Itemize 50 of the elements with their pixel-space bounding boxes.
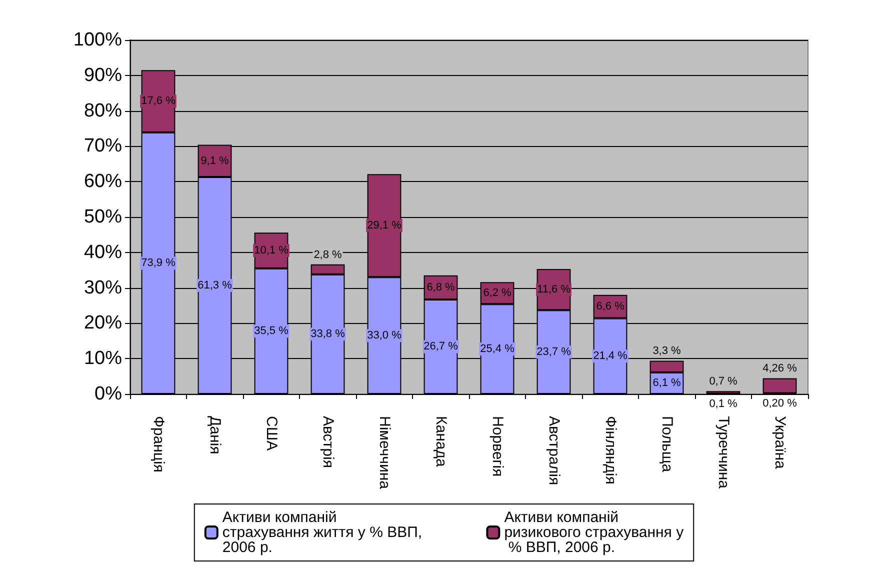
y-tick-label: 20%: [84, 312, 122, 334]
data-label: 25,4 %: [480, 343, 515, 356]
data-label: 0,1 %: [709, 398, 738, 410]
data-label: 2,8 %: [314, 248, 342, 261]
x-tick-label: Польща: [658, 416, 676, 473]
y-tick-label: 90%: [84, 64, 122, 86]
data-label: 10,1 %: [254, 244, 289, 256]
y-tick-label: 30%: [84, 277, 122, 298]
x-tick-label: Фінляндія: [602, 416, 619, 484]
data-label: 23,7 %: [536, 346, 572, 358]
data-label: 0,7 %: [709, 376, 738, 388]
x-tick-label: Австралія: [545, 416, 562, 486]
y-tick-label: 100%: [73, 30, 122, 50]
data-label: 6,8 %: [426, 281, 456, 294]
x-tick-label: Україна: [771, 416, 788, 470]
data-label: 17,6 %: [141, 95, 176, 108]
bar: [762, 378, 797, 394]
data-label: 61,3 %: [198, 280, 232, 292]
y-tick-label: 50%: [84, 206, 122, 228]
y-tick-label: 10%: [84, 348, 122, 370]
x-tick-label: Австрія: [319, 416, 336, 468]
data-label: 73,9 %: [141, 257, 176, 270]
data-label: 6,1 %: [652, 377, 682, 390]
data-label: 11,6 %: [537, 284, 571, 296]
y-tick-label: 0%: [94, 384, 122, 404]
data-label: 6,6 %: [596, 300, 625, 313]
data-label: 6,2 %: [483, 287, 512, 300]
data-label: 21,4 %: [593, 350, 628, 362]
x-tick-label: Франція: [150, 416, 167, 472]
x-tick-label: США: [262, 416, 280, 451]
data-label: 0,20 %: [762, 398, 798, 410]
legend-label: Активи компаній ризикового страхування у % ВВП, 2006 р.: [504, 509, 684, 556]
x-tick-label: Норвегія: [488, 416, 506, 477]
data-label: 33,0 %: [367, 330, 402, 342]
y-tick-label: 40%: [84, 242, 122, 263]
data-label: 4,26 %: [762, 362, 798, 375]
data-label: 29,1 %: [367, 220, 402, 232]
data-label: 9,1 %: [200, 154, 230, 167]
y-tick-label: 60%: [84, 171, 122, 192]
data-label: 26,7 %: [424, 340, 458, 353]
data-label: 3,3 %: [652, 345, 682, 358]
data-label: 35,5 %: [254, 325, 289, 338]
x-tick-label: Канада: [432, 416, 450, 468]
x-tick-label: Німеччина: [376, 416, 393, 490]
legend-label: Активи компаній страхування життя у % ВВП, 2006 р.: [222, 509, 426, 556]
y-tick-label: 80%: [84, 100, 122, 122]
x-tick-label: Данія: [206, 416, 224, 454]
y-tick-label: 70%: [84, 136, 122, 157]
x-tick-label: Туреччина: [714, 416, 732, 490]
data-label: 33,8 %: [310, 328, 346, 340]
